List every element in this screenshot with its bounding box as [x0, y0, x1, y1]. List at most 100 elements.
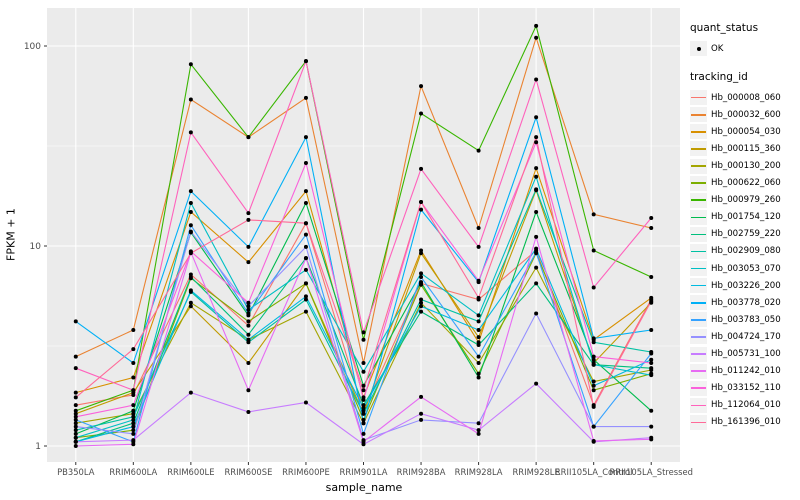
data-point[interactable]: [131, 431, 136, 436]
data-point[interactable]: [591, 357, 596, 362]
data-point[interactable]: [131, 428, 136, 433]
data-point[interactable]: [246, 319, 251, 324]
legend-item-Hb_002759_220[interactable]: Hb_002759_220: [690, 226, 800, 243]
data-point[interactable]: [419, 411, 424, 416]
data-point[interactable]: [534, 135, 539, 140]
data-point[interactable]: [419, 271, 424, 276]
data-point[interactable]: [591, 362, 596, 367]
data-point[interactable]: [361, 369, 366, 374]
legend-item-Hb_000979_260[interactable]: Hb_000979_260: [690, 192, 800, 209]
data-point[interactable]: [188, 300, 193, 305]
data-point[interactable]: [131, 328, 136, 333]
data-point[interactable]: [246, 311, 251, 316]
data-point[interactable]: [246, 304, 251, 309]
legend-item-Hb_001754_120[interactable]: Hb_001754_120: [690, 209, 800, 226]
data-point[interactable]: [73, 366, 78, 371]
data-point[interactable]: [303, 201, 308, 206]
data-point[interactable]: [303, 59, 308, 64]
data-point[interactable]: [131, 411, 136, 416]
data-point[interactable]: [73, 354, 78, 359]
data-point[interactable]: [246, 323, 251, 328]
data-point[interactable]: [361, 439, 366, 444]
data-point[interactable]: [419, 199, 424, 204]
data-point[interactable]: [73, 408, 78, 413]
data-point[interactable]: [246, 337, 251, 342]
data-point[interactable]: [188, 97, 193, 102]
data-point[interactable]: [649, 216, 654, 221]
data-point[interactable]: [476, 335, 481, 340]
data-point[interactable]: [649, 274, 654, 279]
data-point[interactable]: [361, 403, 366, 408]
data-point[interactable]: [476, 319, 481, 324]
data-point[interactable]: [534, 77, 539, 82]
data-point[interactable]: [131, 424, 136, 429]
data-point[interactable]: [361, 337, 366, 342]
legend-item-Hb_000008_060[interactable]: Hb_000008_060: [690, 89, 800, 106]
data-point[interactable]: [303, 267, 308, 272]
data-point[interactable]: [534, 234, 539, 239]
legend-item-Hb_005731_100[interactable]: Hb_005731_100: [690, 346, 800, 363]
data-point[interactable]: [188, 223, 193, 228]
legend-item-Hb_003778_020[interactable]: Hb_003778_020: [690, 294, 800, 311]
data-point[interactable]: [591, 388, 596, 393]
data-point[interactable]: [361, 431, 366, 436]
data-point[interactable]: [361, 417, 366, 422]
data-point[interactable]: [591, 212, 596, 217]
legend-item-Hb_003226_200[interactable]: Hb_003226_200: [690, 277, 800, 294]
data-point[interactable]: [534, 140, 539, 145]
data-point[interactable]: [419, 111, 424, 116]
data-point[interactable]: [131, 375, 136, 380]
data-point[interactable]: [303, 281, 308, 286]
data-point[interactable]: [188, 251, 193, 256]
legend-item-Hb_033152_110[interactable]: Hb_033152_110: [690, 380, 800, 397]
data-point[interactable]: [476, 431, 481, 436]
legend-item-ok[interactable]: OK: [690, 40, 800, 57]
data-point[interactable]: [303, 161, 308, 166]
data-point[interactable]: [188, 189, 193, 194]
data-point[interactable]: [534, 174, 539, 179]
data-point[interactable]: [303, 135, 308, 140]
data-point[interactable]: [476, 226, 481, 231]
data-point[interactable]: [419, 417, 424, 422]
data-point[interactable]: [131, 421, 136, 426]
data-point[interactable]: [361, 330, 366, 335]
legend-item-Hb_000032_600[interactable]: Hb_000032_600: [690, 106, 800, 123]
data-point[interactable]: [649, 295, 654, 300]
data-point[interactable]: [476, 375, 481, 380]
data-point[interactable]: [246, 332, 251, 337]
data-point[interactable]: [303, 244, 308, 249]
data-point[interactable]: [303, 256, 308, 261]
data-point[interactable]: [73, 414, 78, 419]
data-point[interactable]: [476, 313, 481, 318]
data-point[interactable]: [476, 278, 481, 283]
data-point[interactable]: [73, 421, 78, 426]
data-point[interactable]: [476, 371, 481, 376]
data-point[interactable]: [246, 135, 251, 140]
data-point[interactable]: [73, 431, 78, 436]
data-point[interactable]: [303, 221, 308, 226]
data-point[interactable]: [73, 428, 78, 433]
data-point[interactable]: [534, 209, 539, 214]
data-point[interactable]: [419, 166, 424, 171]
data-point[interactable]: [649, 226, 654, 231]
data-point[interactable]: [188, 62, 193, 67]
legend-item-Hb_011242_010[interactable]: Hb_011242_010: [690, 363, 800, 380]
data-point[interactable]: [534, 166, 539, 171]
data-point[interactable]: [476, 295, 481, 300]
data-point[interactable]: [361, 411, 366, 416]
data-point[interactable]: [131, 417, 136, 422]
data-point[interactable]: [246, 409, 251, 414]
data-point[interactable]: [188, 288, 193, 293]
data-point[interactable]: [246, 260, 251, 265]
data-point[interactable]: [649, 351, 654, 356]
data-point[interactable]: [649, 357, 654, 362]
data-point[interactable]: [131, 361, 136, 366]
data-point[interactable]: [131, 442, 136, 447]
data-point[interactable]: [361, 408, 366, 413]
data-point[interactable]: [246, 300, 251, 305]
data-point[interactable]: [361, 383, 366, 388]
data-point[interactable]: [73, 444, 78, 448]
data-point[interactable]: [303, 294, 308, 299]
data-point[interactable]: [591, 336, 596, 341]
data-point[interactable]: [303, 189, 308, 194]
